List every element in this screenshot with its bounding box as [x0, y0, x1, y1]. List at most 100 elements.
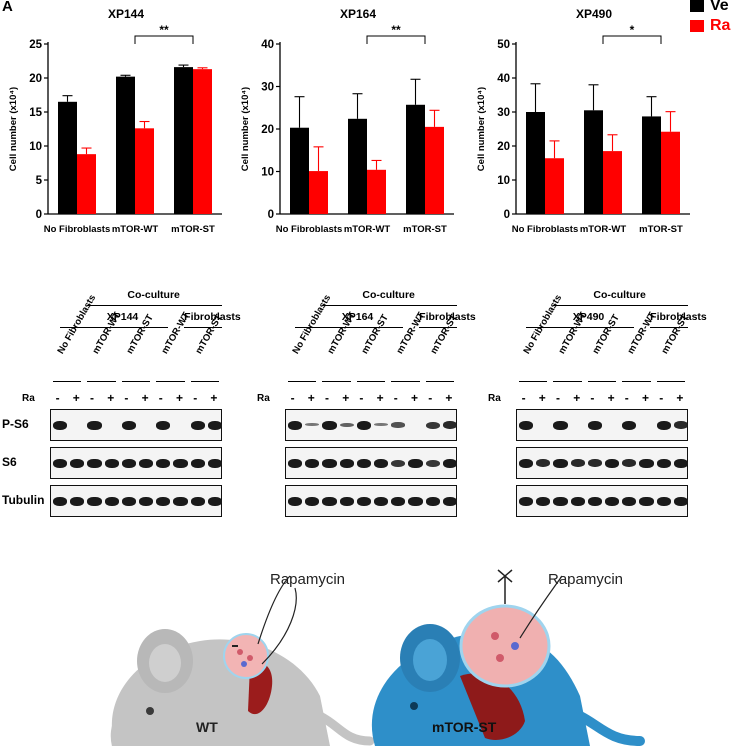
blot-p-s6: [516, 409, 688, 441]
band: [139, 497, 154, 506]
treatment-sign: -: [290, 391, 295, 405]
fibroblasts-line: [184, 327, 222, 328]
x-tick-label: mTOR-ST: [639, 224, 683, 235]
bar-chart-xp164: XP164 Cell number (x10⁴) 0 10 20 30 40 No Fibro…: [240, 7, 454, 235]
band: [339, 422, 354, 427]
treatment-sign: +: [376, 391, 384, 405]
treatment-sign: +: [676, 391, 684, 405]
band: [553, 421, 568, 430]
band: [374, 422, 389, 427]
lane-group-line: [519, 381, 548, 382]
bar-chart-xp490: XP490 Cell number (x10⁴) 0 10 20 30 40 50 No Fib…: [476, 7, 690, 235]
x-tick-label: mTOR-ST: [171, 224, 215, 235]
treatment-sign: +: [107, 391, 115, 405]
panel-letter-a: A: [2, 0, 13, 15]
band: [408, 459, 423, 468]
co-culture-line: [88, 305, 222, 306]
ra-label: Ra: [257, 393, 270, 404]
treatment-sign: +: [72, 391, 80, 405]
band: [173, 497, 188, 506]
bar-ra: [545, 158, 564, 214]
band: [322, 497, 337, 506]
band: [442, 459, 457, 468]
treatment-sign: +: [176, 391, 184, 405]
lane-label: mTOR-WT: [394, 310, 427, 356]
chart-title: XP144: [108, 7, 144, 21]
rapamycin-label-left: Rapamycin: [270, 571, 345, 588]
co-culture-label: Co-culture: [127, 289, 180, 301]
y-tick-label: 20: [497, 141, 510, 153]
lane-group-line: [53, 381, 82, 382]
blot-row-label: P-S6: [2, 417, 29, 431]
y-tick-label: 50: [497, 39, 510, 51]
blot-tubulin: [50, 485, 222, 517]
x-tick-label: No Fibroblasts: [44, 224, 111, 235]
treatment-sign: +: [573, 391, 581, 405]
lane-group-line: [425, 381, 454, 382]
bar-ve: [406, 104, 425, 214]
band: [553, 459, 568, 468]
blot-p-s6: [50, 409, 222, 441]
y-tick-label: 25: [29, 39, 42, 51]
cell-line-line: [60, 327, 169, 328]
band: [87, 497, 102, 506]
y-tick-label: 10: [29, 141, 42, 153]
cell-line-label: XP144: [106, 311, 139, 323]
blot-tubulin: [285, 485, 457, 517]
mouse-illustration: Rapamycin Rapamycin WT mTOR-ST: [110, 569, 645, 746]
band: [322, 459, 337, 468]
treatment-sign: +: [411, 391, 419, 405]
band: [104, 459, 119, 468]
band: [87, 459, 102, 468]
significance-bracket: [602, 35, 662, 44]
band: [605, 497, 620, 506]
treatment-sign: -: [193, 391, 198, 405]
significance-label: *: [630, 23, 635, 37]
treatment-sign: -: [158, 391, 163, 405]
band: [519, 421, 534, 430]
band: [519, 497, 534, 506]
band: [190, 421, 205, 430]
band: [339, 459, 354, 468]
treatment-sign: -: [556, 391, 560, 405]
band: [425, 421, 440, 429]
lane-group-line: [288, 381, 317, 382]
treatment-sign: -: [393, 391, 398, 405]
mtor-st-label: mTOR-ST: [432, 719, 497, 735]
x-tick-label: No Fibroblasts: [276, 224, 343, 235]
lane-group-line: [156, 381, 185, 382]
fibroblasts-line: [650, 327, 688, 328]
band: [391, 422, 406, 428]
y-axis-label: Cell number (x10⁴): [476, 87, 487, 171]
band: [190, 497, 205, 506]
band: [322, 421, 337, 430]
band: [70, 459, 85, 468]
treatment-sign: -: [124, 391, 129, 405]
bar-chart-xp144: XP144 Cell number (x10⁴) 0 5 10 15 20 25 No Fibr…: [8, 7, 222, 235]
band: [622, 497, 637, 506]
bar-ve: [348, 118, 367, 214]
y-tick-label: 30: [261, 82, 274, 94]
band: [656, 497, 671, 506]
band: [605, 459, 620, 468]
treatment-sign: -: [590, 391, 595, 405]
band: [639, 497, 654, 506]
treatment-sign: +: [538, 391, 546, 405]
y-axis-label: Cell number (x10⁴): [8, 87, 19, 171]
band: [587, 421, 602, 430]
treatment-sign: +: [141, 391, 149, 405]
co-culture-label: Co-culture: [362, 289, 415, 301]
band: [121, 421, 136, 430]
blot-s6: [285, 447, 457, 479]
y-tick-label: 10: [497, 175, 510, 187]
band: [442, 497, 457, 506]
legend: Ve Ra: [690, 0, 730, 37]
band: [87, 421, 102, 430]
band: [587, 459, 602, 468]
bar-ve: [642, 116, 661, 214]
rapamycin-label-right: Rapamycin: [548, 571, 623, 588]
y-tick-label: 20: [261, 124, 274, 136]
band: [190, 459, 205, 468]
band: [53, 421, 68, 430]
legend-swatch-ra: [690, 19, 704, 32]
